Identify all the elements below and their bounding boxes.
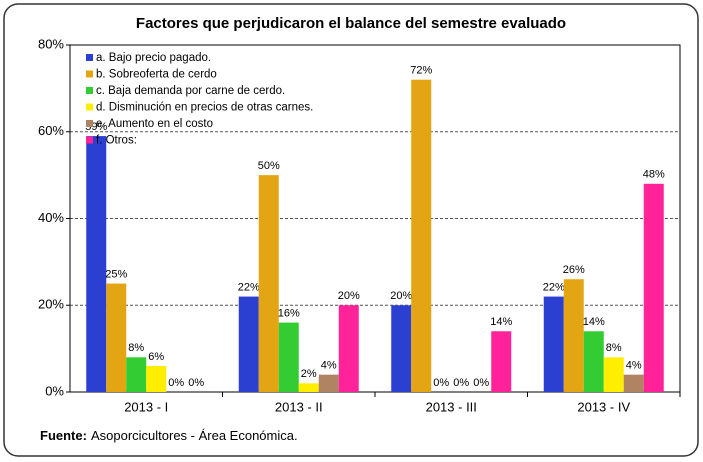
bar <box>583 331 604 392</box>
data-label: 8% <box>128 342 144 354</box>
chart-title: Factores que perjudicaron el balance del… <box>136 15 566 32</box>
bar <box>238 296 259 392</box>
data-label: 2% <box>301 368 317 380</box>
legend-swatch <box>86 87 93 94</box>
data-label: 0% <box>433 377 449 389</box>
data-label: 0% <box>168 377 184 389</box>
data-label: 0% <box>188 377 204 389</box>
bar <box>278 322 299 392</box>
legend-swatch <box>86 120 93 127</box>
bar <box>643 183 664 392</box>
legend-swatch <box>86 136 93 144</box>
data-label: 22% <box>543 281 565 293</box>
bar <box>411 79 432 392</box>
data-label: 8% <box>606 342 622 354</box>
y-tick-label: 80% <box>38 36 64 51</box>
y-tick-label: 60% <box>38 123 64 138</box>
bar <box>106 283 127 392</box>
data-label: 14% <box>583 316 605 328</box>
bar <box>543 296 564 392</box>
bar <box>258 175 279 392</box>
data-label: 72% <box>410 65 432 77</box>
legend-label: a. Bajo precio pagado. <box>96 52 211 64</box>
y-tick-label: 40% <box>38 210 64 225</box>
data-label: 20% <box>338 290 360 302</box>
bar <box>318 374 339 392</box>
legend-swatch <box>86 54 93 61</box>
bar <box>146 365 167 392</box>
legend-swatch <box>86 70 93 78</box>
data-label: 25% <box>105 268 127 280</box>
bar <box>623 374 644 392</box>
data-label: 48% <box>643 169 665 181</box>
legend-label: c. Baja demanda por carne de cerdo. <box>96 85 285 97</box>
bar <box>298 383 319 392</box>
x-tick-label: 2013 - I <box>124 399 168 414</box>
data-label: 26% <box>563 264 585 276</box>
legend-label: b. Sobreoferta de cerdo <box>96 69 217 81</box>
source-label: Fuente: <box>40 428 87 443</box>
bar <box>338 305 359 392</box>
x-tick-label: 2013 - IV <box>577 399 630 414</box>
data-label: 4% <box>321 360 337 372</box>
chart-frame <box>3 3 699 457</box>
bar <box>86 136 107 392</box>
bar <box>603 357 624 392</box>
bar <box>391 305 412 392</box>
data-label: 0% <box>453 377 469 389</box>
legend-label: d. Disminución en precios de otras carne… <box>96 102 313 114</box>
data-label: 59% <box>85 121 107 133</box>
data-label: 50% <box>258 160 280 172</box>
y-tick-label: 20% <box>38 297 64 312</box>
data-label: 14% <box>490 316 512 328</box>
data-label: 6% <box>148 351 164 363</box>
data-label: 0% <box>473 377 489 389</box>
source-note: Fuente: Asoporcicultores - Área Económica… <box>40 428 298 443</box>
legend-label: f. Otros: <box>96 135 137 147</box>
data-label: 4% <box>626 360 642 372</box>
y-tick-label: 0% <box>45 383 64 398</box>
source-text: Asoporcicultores - Área Económica. <box>91 428 298 443</box>
bar <box>126 357 147 392</box>
data-label: 20% <box>390 290 412 302</box>
x-tick-label: 2013 - III <box>426 399 477 414</box>
bar <box>491 331 512 392</box>
legend-label: e. Aumento en el costo <box>96 118 213 130</box>
bar <box>563 279 584 392</box>
legend-swatch <box>86 103 93 111</box>
data-label: 22% <box>238 281 260 293</box>
x-tick-label: 2013 - II <box>275 399 323 414</box>
data-label: 16% <box>278 308 300 320</box>
